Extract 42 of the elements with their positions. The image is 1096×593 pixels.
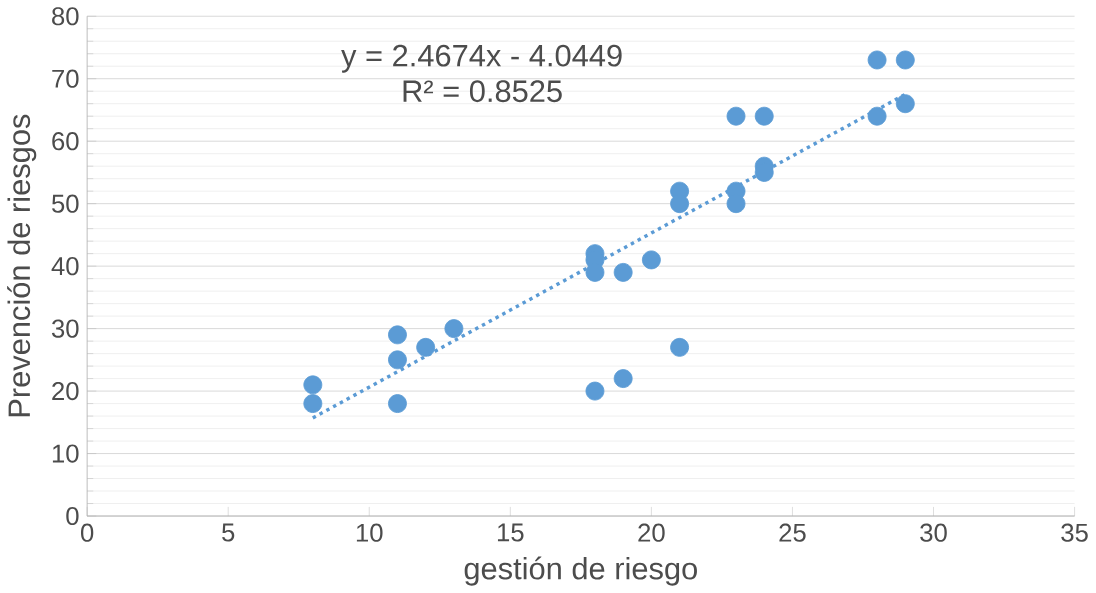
y-tick-label: 70 — [52, 69, 79, 88]
y-tick-label: 30 — [51, 319, 79, 338]
point — [303, 394, 323, 414]
y-tick-label: 80 — [52, 7, 79, 26]
point — [641, 250, 661, 270]
x-tick-label: 15 — [497, 523, 524, 542]
point — [613, 263, 633, 282]
point — [388, 325, 407, 345]
point — [754, 106, 774, 126]
point — [303, 375, 323, 395]
y-tick-label: 0 — [66, 507, 79, 526]
point — [416, 338, 436, 357]
annotation: R² = 0.8525 — [403, 80, 562, 103]
x-axis-title: gestión de riesgo — [464, 556, 697, 586]
y-tick-label: 40 — [51, 257, 79, 276]
y-tick-label: 10 — [52, 444, 79, 463]
point — [867, 50, 887, 70]
point — [585, 263, 605, 282]
point — [444, 319, 464, 339]
y-axis-title: Prevención de riesgos — [7, 114, 37, 417]
y-tick-label: 50 — [52, 194, 79, 213]
point — [388, 350, 407, 370]
point — [388, 394, 407, 414]
point — [585, 381, 605, 401]
point — [867, 106, 887, 126]
point — [670, 338, 690, 357]
x-tick-label: 20 — [638, 523, 665, 542]
x-tick-label: 25 — [779, 523, 806, 542]
point — [726, 106, 746, 126]
x-tick-label: 30 — [920, 523, 947, 542]
y-tick-label: 20 — [52, 382, 79, 401]
point — [895, 50, 915, 70]
y-tick-label: 60 — [52, 132, 79, 151]
x-tick-label: 35 — [1061, 523, 1088, 542]
x-tick-label: 0 — [80, 523, 94, 542]
point — [613, 369, 633, 389]
point — [726, 194, 746, 214]
point — [895, 94, 915, 114]
annotation: y = 2.4674x - 4.0449 — [341, 44, 622, 73]
x-tick-label: 10 — [356, 523, 383, 542]
x-tick-label: 5 — [222, 523, 235, 542]
point — [670, 194, 690, 214]
